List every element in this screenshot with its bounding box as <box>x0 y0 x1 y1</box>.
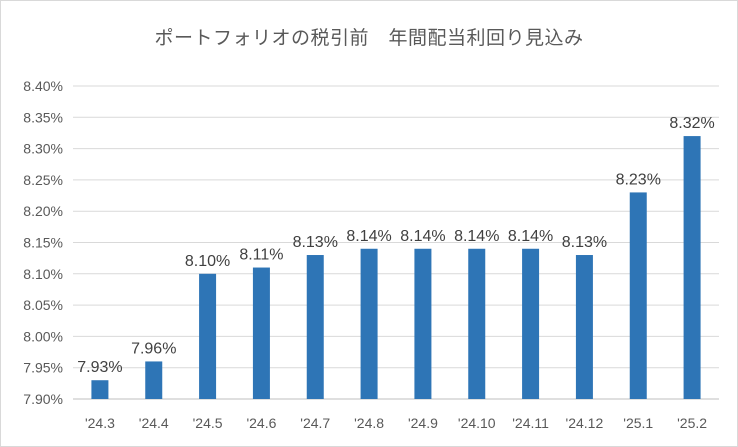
y-tick-label: 8.10% <box>23 266 63 282</box>
bar <box>306 255 324 399</box>
bar <box>91 380 109 399</box>
bar <box>575 255 593 399</box>
y-tick-label: 8.25% <box>23 172 63 188</box>
x-tick-label: '24.9 <box>408 415 438 431</box>
data-label: 8.11% <box>239 247 283 264</box>
y-tick-label: 8.00% <box>23 328 63 344</box>
data-label: 8.13% <box>562 234 607 251</box>
y-tick-label: 8.40% <box>23 78 63 94</box>
data-label: 8.14% <box>400 228 445 245</box>
x-tick-label: '24.5 <box>193 415 223 431</box>
bar <box>414 248 432 399</box>
x-tick-label: '25.1 <box>623 415 653 431</box>
data-label: 8.13% <box>293 234 338 251</box>
bar <box>360 248 378 399</box>
y-tick-label: 8.20% <box>23 203 63 219</box>
x-tick-label: '24.4 <box>139 415 169 431</box>
bar <box>199 273 217 399</box>
x-tick-label: '24.10 <box>458 415 496 431</box>
x-tick-label: '24.11 <box>512 415 549 431</box>
data-label: 8.23% <box>616 171 661 188</box>
y-tick-label: 8.30% <box>23 141 63 157</box>
bar <box>683 136 701 399</box>
bar <box>468 248 486 399</box>
bar <box>522 248 540 399</box>
data-label: 7.93% <box>77 359 122 376</box>
data-label: 8.14% <box>508 228 553 245</box>
y-tick-label: 8.15% <box>23 235 63 251</box>
x-tick-label: '24.12 <box>566 415 604 431</box>
x-tick-label: '24.6 <box>246 415 276 431</box>
chart-title: ポートフォリオの税引前 年間配当利回り見込み <box>154 27 584 49</box>
data-label: 8.14% <box>454 228 499 245</box>
y-tick-label: 7.90% <box>23 391 63 407</box>
x-tick-label: '24.3 <box>85 415 115 431</box>
bar <box>629 192 647 399</box>
data-label: 8.10% <box>185 253 230 270</box>
y-tick-label: 8.35% <box>23 109 63 125</box>
data-label: 8.32% <box>669 115 714 132</box>
y-tick-label: 8.05% <box>23 297 63 313</box>
y-tick-label: 7.95% <box>23 360 63 376</box>
data-label: 8.14% <box>346 228 391 245</box>
data-label: 7.96% <box>131 340 176 357</box>
x-tick-label: '25.2 <box>677 415 707 431</box>
bar <box>252 267 270 399</box>
x-tick-label: '24.7 <box>300 415 330 431</box>
bar <box>145 361 163 399</box>
x-tick-label: '24.8 <box>354 415 384 431</box>
